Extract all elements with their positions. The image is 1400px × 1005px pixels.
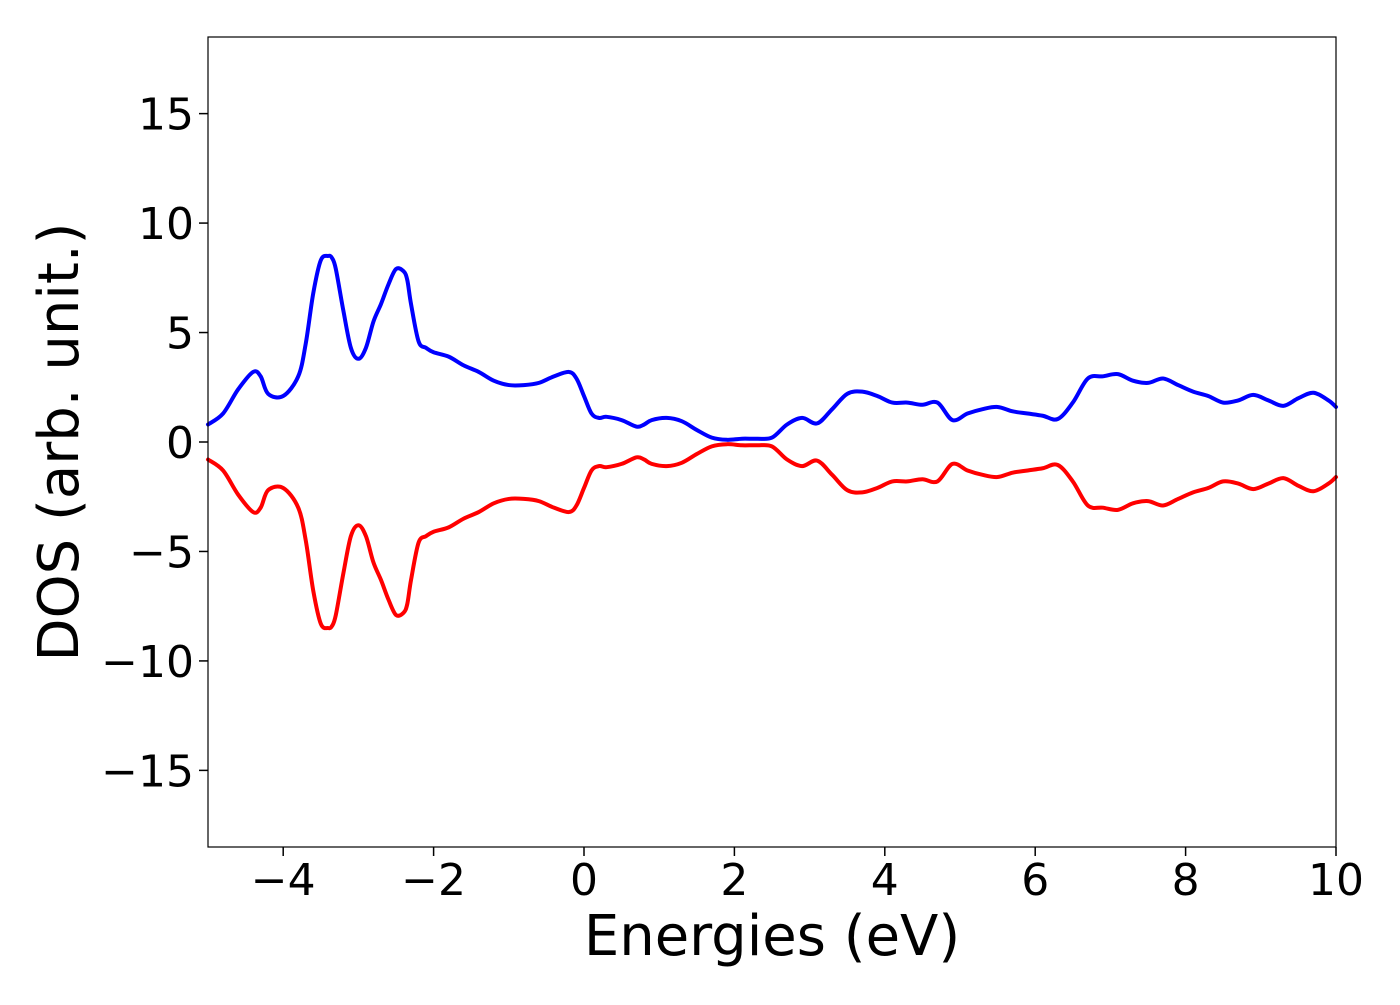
x-tick-label: 8 xyxy=(1172,855,1200,906)
y-tick-label: 0 xyxy=(166,418,194,469)
y-tick-label: 10 xyxy=(138,199,194,250)
y-tick-label: −15 xyxy=(101,746,194,797)
x-tick-label: 0 xyxy=(570,855,598,906)
y-axis-label: DOS (arb. unit.) xyxy=(27,222,92,661)
y-tick-label: −5 xyxy=(129,527,194,578)
x-tick-label: 4 xyxy=(871,855,899,906)
x-tick-label: 2 xyxy=(720,855,748,906)
x-tick-label: −2 xyxy=(401,855,466,906)
plot-background xyxy=(208,37,1336,847)
x-tick-label: −4 xyxy=(251,855,316,906)
dos-line-blue xyxy=(206,253,1338,442)
plot-frame xyxy=(207,36,1337,848)
y-tick-label: 15 xyxy=(138,90,194,141)
y-tick-label: −10 xyxy=(101,637,194,688)
dos-line-red xyxy=(206,442,1338,631)
x-tick-label: 6 xyxy=(1021,855,1049,906)
x-tick-label: 10 xyxy=(1308,855,1364,906)
x-axis-label: Energies (eV) xyxy=(584,904,960,969)
series-layer xyxy=(206,253,1338,631)
tick-layer: −4 −2 0 2 4 6 8 10 −15 −10 −5 0 5 10 15 xyxy=(101,90,1364,906)
y-tick-label: 5 xyxy=(166,309,194,360)
